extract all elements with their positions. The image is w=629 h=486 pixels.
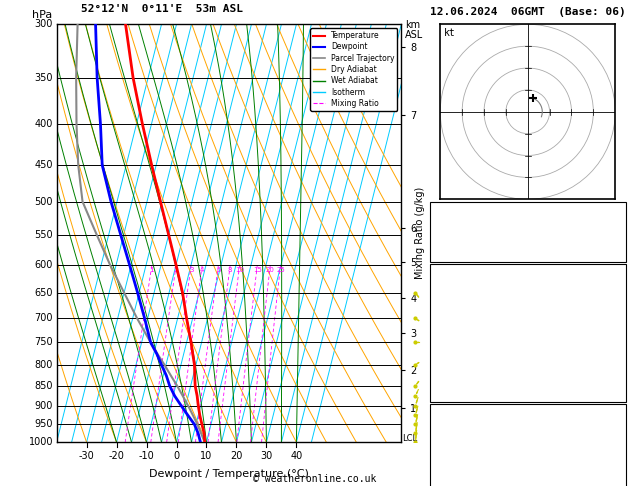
Text: 600: 600 [35, 260, 53, 270]
Text: Temp (°C): Temp (°C) [433, 285, 486, 295]
Text: Totals Totals: Totals Totals [433, 223, 509, 232]
Text: 550: 550 [35, 230, 53, 240]
Text: 12.06.2024  06GMT  (Base: 06): 12.06.2024 06GMT (Base: 06) [430, 7, 625, 17]
Text: 2: 2 [174, 267, 179, 273]
Text: 4: 4 [200, 267, 204, 273]
Text: 950: 950 [35, 419, 53, 430]
Text: 650: 650 [35, 288, 53, 298]
Text: 10: 10 [235, 267, 244, 273]
Text: 0: 0 [174, 451, 179, 461]
Text: 0: 0 [617, 363, 623, 372]
Text: 309: 309 [605, 444, 623, 454]
Text: 850: 850 [35, 381, 53, 391]
Text: Dewpoint / Temperature (°C): Dewpoint / Temperature (°C) [149, 469, 309, 479]
Text: 299: 299 [605, 324, 623, 333]
Text: Dewp (°C): Dewp (°C) [433, 304, 486, 314]
Text: 750: 750 [35, 337, 53, 347]
Text: 30: 30 [260, 451, 272, 461]
Text: kt: kt [444, 28, 455, 38]
Text: 41: 41 [611, 223, 623, 232]
Text: 25: 25 [276, 267, 285, 273]
Text: hPa: hPa [33, 10, 53, 20]
Text: CAPE (J): CAPE (J) [433, 483, 480, 486]
Text: -10: -10 [138, 451, 154, 461]
Text: -30: -30 [79, 451, 94, 461]
Text: 1000: 1000 [29, 437, 53, 447]
Text: 0: 0 [617, 483, 623, 486]
Text: 0: 0 [617, 382, 623, 392]
Text: 1: 1 [150, 267, 154, 273]
Text: 300: 300 [35, 19, 53, 29]
Text: 400: 400 [35, 119, 53, 129]
Text: km
ASL: km ASL [404, 20, 423, 40]
Text: 350: 350 [35, 73, 53, 83]
Text: 8: 8 [617, 304, 623, 314]
Text: Mixing Ratio (g/kg): Mixing Ratio (g/kg) [415, 187, 425, 279]
Text: θₑ(K): θₑ(K) [433, 324, 462, 333]
Text: θₑ (K): θₑ (K) [433, 444, 468, 454]
Text: 9.4: 9.4 [605, 285, 623, 295]
Text: Lifted Index: Lifted Index [433, 464, 503, 473]
Text: 1.9: 1.9 [605, 242, 623, 252]
Text: 3: 3 [189, 267, 194, 273]
Text: Pressure (mb): Pressure (mb) [433, 425, 509, 434]
Text: Surface: Surface [507, 265, 548, 275]
Text: LCL: LCL [402, 434, 417, 443]
Text: 700: 700 [35, 313, 53, 324]
Text: 14: 14 [611, 343, 623, 353]
Text: 450: 450 [35, 160, 53, 170]
Text: 20: 20 [266, 267, 275, 273]
Text: © weatheronline.co.uk: © weatheronline.co.uk [253, 473, 376, 484]
Text: CIN (J): CIN (J) [433, 382, 474, 392]
Text: 6: 6 [216, 267, 221, 273]
Text: 16: 16 [611, 203, 623, 213]
Text: 52°12'N  0°11'E  53m ASL: 52°12'N 0°11'E 53m ASL [81, 4, 243, 14]
Text: 7: 7 [617, 464, 623, 473]
Text: 500: 500 [35, 197, 53, 207]
Text: 10: 10 [201, 451, 213, 461]
Text: 20: 20 [230, 451, 243, 461]
Text: 40: 40 [290, 451, 303, 461]
Text: 900: 900 [35, 400, 53, 411]
Text: CAPE (J): CAPE (J) [433, 363, 480, 372]
Text: Most Unstable: Most Unstable [489, 405, 566, 415]
Text: -20: -20 [109, 451, 125, 461]
Text: PW (cm): PW (cm) [433, 242, 474, 252]
Text: 900: 900 [605, 425, 623, 434]
Text: 800: 800 [35, 360, 53, 370]
Text: K: K [433, 203, 438, 213]
Legend: Temperature, Dewpoint, Parcel Trajectory, Dry Adiabat, Wet Adiabat, Isotherm, Mi: Temperature, Dewpoint, Parcel Trajectory… [310, 28, 398, 111]
Text: 8: 8 [228, 267, 233, 273]
Text: Lifted Index: Lifted Index [433, 343, 503, 353]
Text: 15: 15 [253, 267, 262, 273]
